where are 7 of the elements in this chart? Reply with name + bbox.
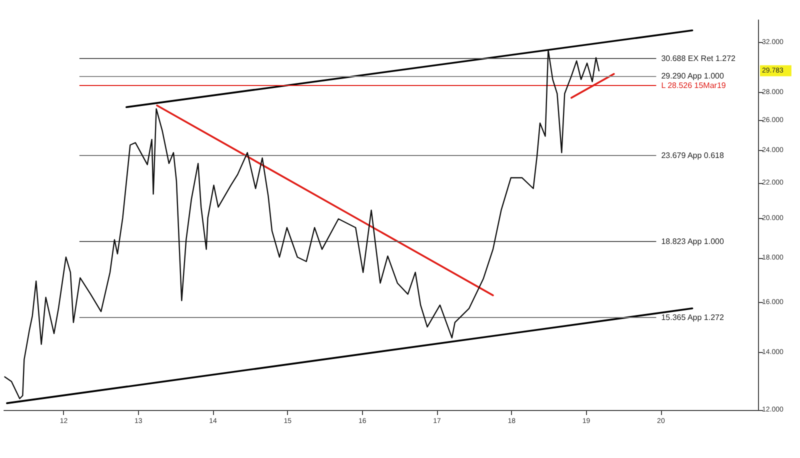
line-series [4,49,600,400]
ref-line-label: 18.823 App 1.000 [661,236,724,246]
ref-line-label: 29.290 App 1.000 [661,71,724,80]
ref-line-label: 30.688 EX Ret 1.272 [661,54,736,63]
ref-line-label: L 28.526 15Mar19 [661,81,726,90]
ref-line-label: 23.679 App 0.618 [661,150,724,160]
ref-line-label: 15.365 App 1.272 [661,312,724,322]
